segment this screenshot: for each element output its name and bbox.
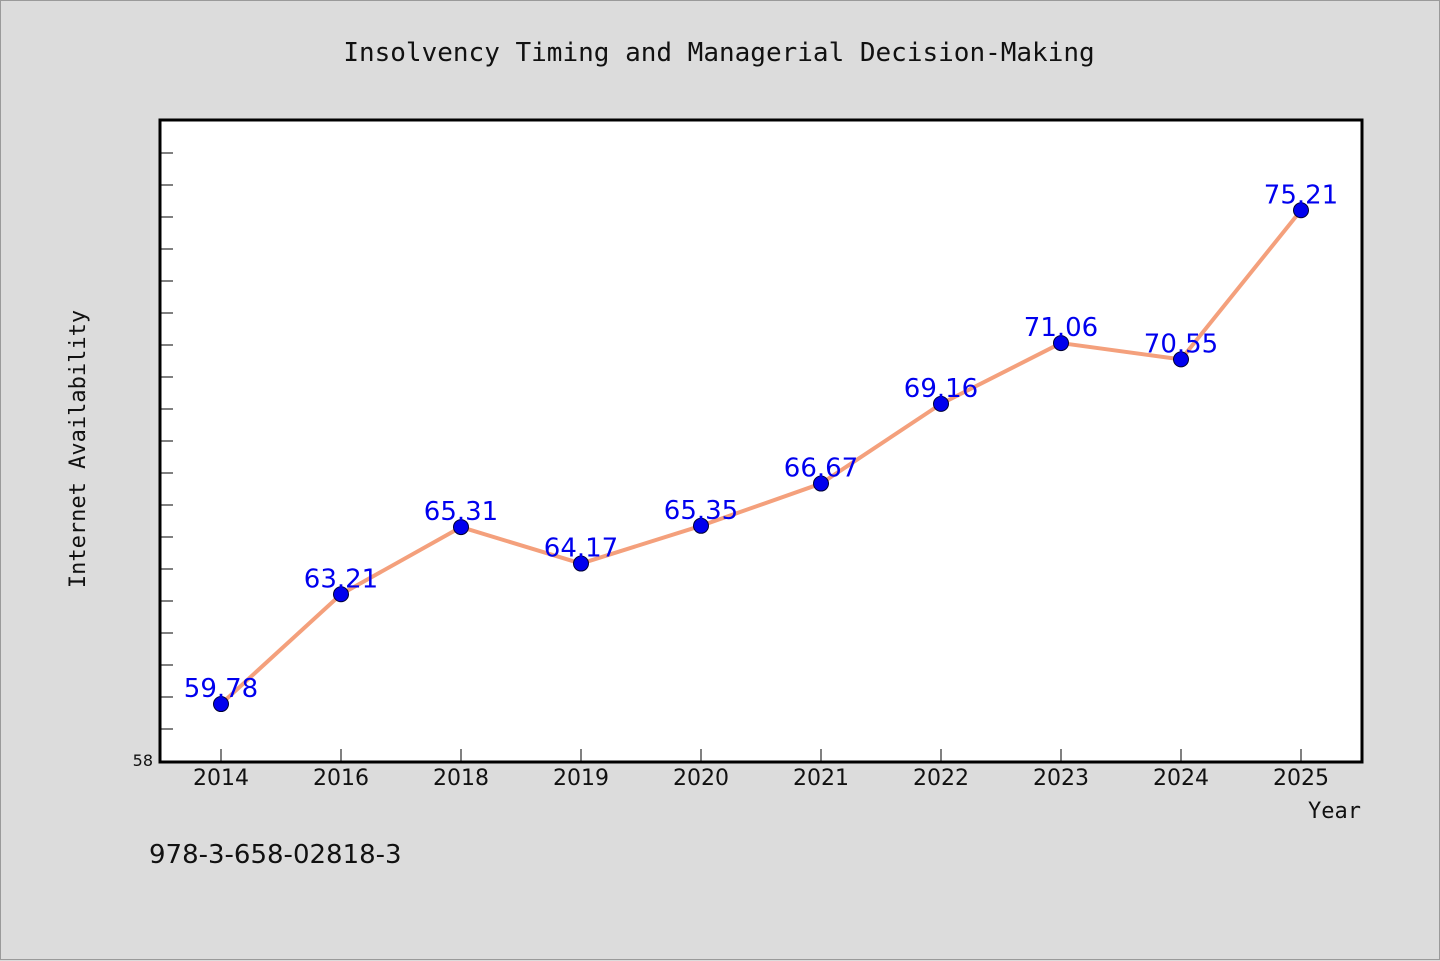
- data-point: [813, 475, 829, 492]
- data-point: [453, 519, 469, 536]
- series-line: [219, 209, 1303, 706]
- plot-area: [158, 118, 1364, 764]
- data-point: [693, 517, 709, 534]
- data-markers: [213, 202, 1309, 713]
- x-tick-label: 2022: [913, 766, 969, 791]
- data-point: [1053, 335, 1069, 352]
- data-label: 65.31: [424, 497, 498, 527]
- chart-title: Insolvency Timing and Managerial Decisio…: [343, 38, 1094, 68]
- data-label: 66.67: [784, 454, 858, 484]
- x-tick-label: 2021: [793, 766, 849, 791]
- y-axis-label: Internet Availability: [66, 310, 91, 588]
- x-axis-ticks: [220, 749, 1302, 761]
- data-labels: 59.78 63.21 65.31 64.17 65.35 66.67 69.16 71.06…: [184, 180, 1338, 704]
- x-tick-label: 2023: [1033, 766, 1089, 791]
- data-label: 63.21: [304, 564, 378, 594]
- data-label: 65.35: [664, 496, 738, 526]
- data-point: [1173, 351, 1189, 368]
- data-label: 64.17: [544, 534, 618, 564]
- data-label: 59.78: [184, 674, 258, 704]
- data-point: [933, 395, 949, 412]
- x-tick-label: 2025: [1273, 766, 1329, 791]
- x-axis-tick-labels: 2014 2016 2018 2019 2020 2021 2022 2023 2024 2025: [193, 766, 1329, 791]
- data-point: [333, 586, 349, 603]
- x-tick-label: 2024: [1153, 766, 1209, 791]
- x-tick-label: 2019: [553, 766, 609, 791]
- x-tick-label: 2016: [313, 766, 369, 791]
- data-point: [1293, 202, 1309, 219]
- data-label: 75.21: [1264, 180, 1338, 210]
- data-label: 71.06: [1024, 313, 1098, 343]
- x-tick-label: 2018: [433, 766, 489, 791]
- data-point: [573, 555, 589, 572]
- data-label: 70.55: [1144, 329, 1218, 359]
- data-label: 69.16: [904, 374, 978, 404]
- y-axis-min-label: 58: [133, 751, 153, 770]
- data-point: [213, 696, 229, 713]
- x-tick-label: 2020: [673, 766, 729, 791]
- isbn-text: 978-3-658-02818-3: [149, 840, 402, 870]
- y-axis-ticks: [161, 152, 173, 730]
- x-tick-label: 2014: [193, 766, 249, 791]
- x-axis-label: Year: [1308, 799, 1361, 824]
